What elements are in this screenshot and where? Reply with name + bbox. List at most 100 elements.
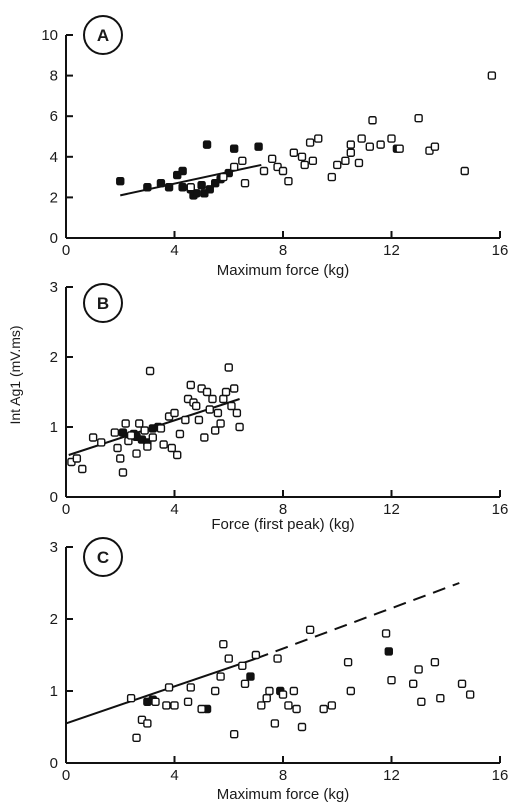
- y-tick-label-c: 0: [50, 755, 58, 772]
- open-point-b: [173, 450, 182, 460]
- open-point-b: [167, 443, 176, 453]
- open-point-b: [140, 426, 149, 435]
- open-point-c: [270, 719, 280, 728]
- open-point-b: [208, 394, 217, 404]
- x-tick-label-c: 0: [62, 767, 70, 784]
- open-point-a: [229, 162, 239, 172]
- open-point-c: [409, 679, 418, 688]
- filled-point-a: [205, 185, 214, 194]
- open-point-b: [72, 454, 82, 463]
- x-tick-label-b: 0: [62, 501, 70, 518]
- open-point-c: [186, 683, 195, 692]
- open-point-a: [259, 166, 269, 176]
- open-point-c: [164, 683, 174, 692]
- open-point-a: [289, 148, 299, 157]
- y-axis-label: Int Ag1 (mV.ms): [7, 325, 23, 424]
- y-tick-label-b: 1: [50, 419, 58, 436]
- open-point-a: [387, 134, 396, 143]
- open-point-b: [205, 405, 214, 414]
- open-point-a: [308, 156, 318, 166]
- open-point-b: [121, 419, 130, 428]
- filled-point-a: [178, 183, 187, 192]
- open-point-c: [126, 694, 136, 703]
- y-tick-label-a: 10: [41, 27, 58, 44]
- open-point-b: [227, 401, 236, 411]
- panel-circle-a: [83, 15, 123, 55]
- open-point-a: [305, 138, 315, 147]
- open-point-b: [213, 408, 223, 418]
- open-point-c: [278, 690, 288, 699]
- x-tick-label-b: 8: [279, 501, 287, 518]
- open-point-a: [487, 71, 497, 80]
- open-point-b: [186, 380, 195, 390]
- open-point-c: [430, 658, 440, 667]
- open-point-a: [238, 156, 247, 166]
- x-tick-label-a: 0: [62, 242, 70, 259]
- open-point-c: [319, 704, 328, 714]
- open-point-c: [289, 686, 299, 696]
- filled-point-a: [197, 181, 206, 190]
- open-point-c: [305, 625, 315, 634]
- open-point-c: [273, 654, 282, 663]
- dashed-trend-line-c: [255, 582, 460, 660]
- panel-a: 0 4 8 12 16 0 2 4 6 8 10 Maximum force (kg) A: [41, 15, 509, 279]
- open-point-c: [170, 701, 179, 710]
- open-point-a: [365, 142, 374, 151]
- open-point-b: [170, 408, 179, 418]
- x-tick-label-a: 12: [383, 242, 400, 259]
- open-point-a: [240, 178, 250, 188]
- open-point-b: [126, 431, 136, 440]
- open-point-c: [381, 629, 391, 638]
- open-point-b: [202, 387, 212, 397]
- open-point-c: [229, 730, 239, 739]
- open-point-c: [436, 694, 445, 703]
- open-point-c: [465, 690, 475, 699]
- open-point-b: [113, 443, 122, 453]
- open-point-c: [219, 640, 228, 649]
- y-tick-label-b: 2: [50, 349, 58, 366]
- open-point-b: [232, 408, 242, 418]
- x-tick-label-c: 8: [279, 767, 287, 784]
- open-point-b: [224, 363, 233, 372]
- filled-point-c: [246, 672, 255, 681]
- open-point-a: [278, 166, 288, 176]
- y-tick-label-a: 0: [50, 230, 58, 247]
- open-point-c: [224, 654, 233, 663]
- open-point-b: [143, 442, 152, 451]
- filled-point-a: [202, 140, 212, 149]
- open-point-c: [132, 733, 141, 742]
- open-point-a: [267, 154, 277, 164]
- y-tick-label-c: 2: [50, 611, 58, 628]
- open-point-a: [346, 148, 356, 157]
- panel-label-a: A: [97, 26, 109, 45]
- open-point-b: [216, 419, 225, 428]
- open-point-a: [368, 116, 377, 125]
- open-point-a: [395, 144, 404, 153]
- x-tick-label-b: 16: [492, 501, 509, 518]
- regression-line-c: [65, 657, 257, 725]
- open-point-a: [376, 140, 385, 149]
- open-point-b: [200, 433, 209, 442]
- open-point-c: [162, 701, 171, 710]
- open-point-a: [414, 114, 423, 123]
- open-point-b: [110, 428, 120, 437]
- open-point-c: [343, 658, 353, 667]
- x-tick-label-c: 12: [383, 767, 400, 784]
- x-axis-label-c: Maximum force (kg): [217, 786, 350, 803]
- open-point-a: [341, 156, 350, 166]
- panel-circle-b: [83, 283, 123, 323]
- open-point-b: [116, 454, 125, 463]
- open-point-a: [314, 134, 323, 143]
- open-point-c: [346, 686, 356, 696]
- open-point-c: [143, 719, 152, 728]
- open-point-b: [97, 438, 106, 447]
- y-tick-label-c: 3: [50, 539, 58, 556]
- open-point-b: [132, 449, 141, 458]
- open-point-c: [457, 679, 467, 688]
- panel-label-b: B: [97, 294, 109, 313]
- open-point-a: [354, 158, 364, 168]
- x-tick-label-a: 16: [492, 242, 509, 259]
- filled-point-a: [191, 189, 201, 198]
